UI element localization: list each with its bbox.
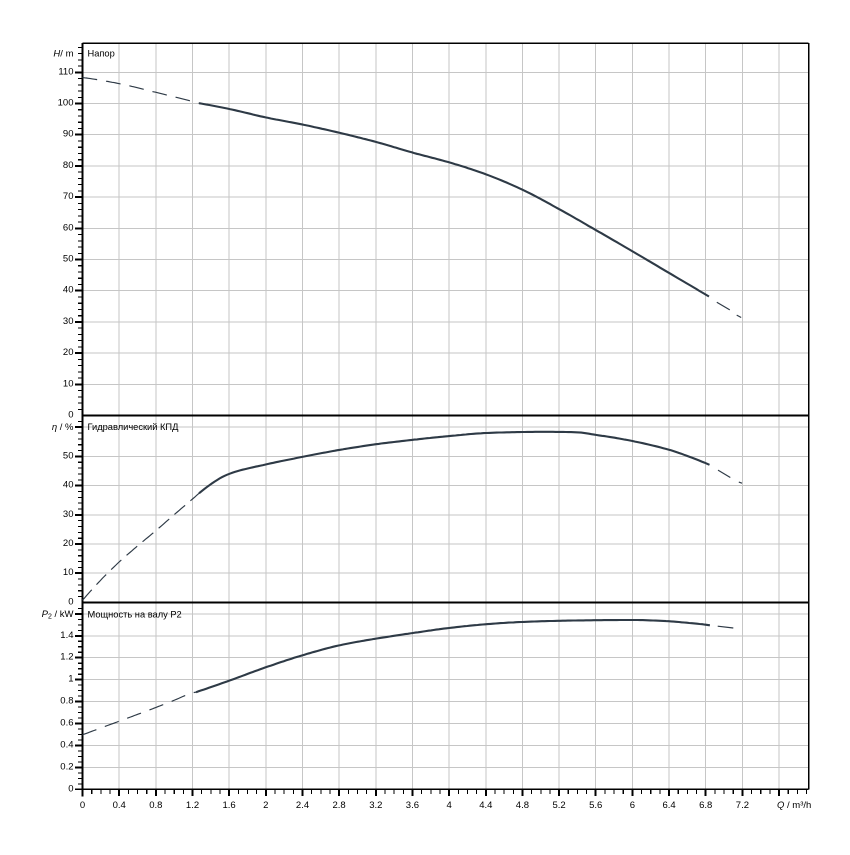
svg-text:1: 1	[68, 674, 73, 685]
svg-text:10: 10	[63, 567, 74, 578]
svg-text:80: 80	[63, 160, 74, 171]
svg-text:1.2: 1.2	[186, 800, 199, 811]
svg-text:3.2: 3.2	[369, 800, 382, 811]
svg-text:0.4: 0.4	[113, 800, 126, 811]
svg-text:2.4: 2.4	[296, 800, 309, 811]
svg-text:100: 100	[58, 98, 74, 109]
svg-text:7.2: 7.2	[736, 800, 749, 811]
svg-text:70: 70	[63, 191, 74, 202]
svg-text:0.6: 0.6	[60, 718, 73, 729]
svg-text:4: 4	[446, 800, 451, 811]
svg-text:20: 20	[63, 347, 74, 358]
svg-text:1.4: 1.4	[60, 630, 73, 641]
svg-text:50: 50	[63, 254, 74, 265]
svg-text:1.2: 1.2	[60, 652, 73, 663]
svg-text:4.4: 4.4	[479, 800, 492, 811]
svg-text:P2 / kW: P2 / kW	[42, 609, 74, 621]
svg-text:Напор: Напор	[88, 49, 115, 59]
svg-text:2.8: 2.8	[332, 800, 345, 811]
svg-text:2: 2	[263, 800, 268, 811]
svg-text:Гидравлический КПД: Гидравлический КПД	[88, 422, 180, 432]
svg-text:50: 50	[63, 450, 74, 461]
svg-text:0.4: 0.4	[60, 740, 73, 751]
svg-text:0: 0	[68, 596, 73, 607]
svg-text:0: 0	[80, 800, 85, 811]
svg-text:6.8: 6.8	[699, 800, 712, 811]
svg-text:6: 6	[630, 800, 635, 811]
svg-text:5.6: 5.6	[589, 800, 602, 811]
svg-text:40: 40	[63, 480, 74, 491]
svg-text:10: 10	[63, 378, 74, 389]
svg-text:20: 20	[63, 538, 74, 549]
svg-text:0: 0	[68, 410, 73, 421]
svg-text:0.2: 0.2	[60, 761, 73, 772]
svg-text:4.8: 4.8	[516, 800, 529, 811]
svg-text:H/ m: H/ m	[53, 48, 73, 59]
svg-text:6.4: 6.4	[662, 800, 675, 811]
svg-text:3.6: 3.6	[406, 800, 419, 811]
svg-text:110: 110	[58, 66, 73, 77]
svg-text:30: 30	[63, 316, 74, 327]
svg-text:60: 60	[63, 222, 74, 233]
svg-text:0.8: 0.8	[149, 800, 162, 811]
svg-text:30: 30	[63, 509, 74, 520]
svg-text:η / %: η / %	[52, 422, 74, 433]
svg-text:Q / m³/h: Q / m³/h	[777, 800, 811, 811]
svg-text:5.2: 5.2	[552, 800, 565, 811]
svg-text:Мощность на валу P2: Мощность на валу P2	[88, 610, 182, 620]
svg-text:1.6: 1.6	[222, 800, 235, 811]
svg-text:0: 0	[68, 783, 73, 794]
svg-text:0.8: 0.8	[60, 696, 73, 707]
svg-text:40: 40	[63, 285, 74, 296]
svg-text:90: 90	[63, 129, 74, 140]
